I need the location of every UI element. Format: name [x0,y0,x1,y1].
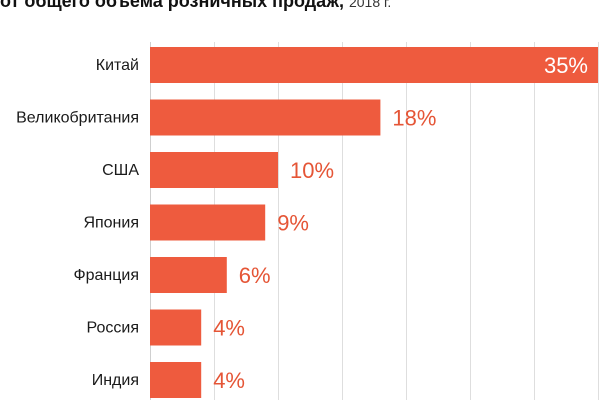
value-label: 4% [213,368,245,393]
bar [150,309,202,346]
bar [150,257,227,293]
category-label: Россия [87,320,139,337]
category-label: Франция [73,267,139,284]
category-label: Индия [92,372,139,389]
category-label: Великобритания [16,110,139,127]
bar [150,99,381,136]
chart-title: от общего объема розничных продаж, 2018 … [0,0,391,14]
value-label: 18% [392,105,436,130]
value-label: 10% [290,158,334,183]
category-label: Япония [83,215,139,232]
value-label: 35% [544,53,588,78]
category-label: Китай [96,57,139,74]
bar [150,362,202,398]
bar [150,204,266,241]
chart-title-year: 2018 г. [348,0,392,10]
bar [150,152,278,188]
category-label: США [102,162,139,179]
value-label: 6% [239,263,271,288]
value-label: 9% [277,210,309,235]
value-label: 4% [213,315,245,340]
bar [150,47,598,83]
chart-title-main: от общего объема розничных продаж, [0,0,344,11]
